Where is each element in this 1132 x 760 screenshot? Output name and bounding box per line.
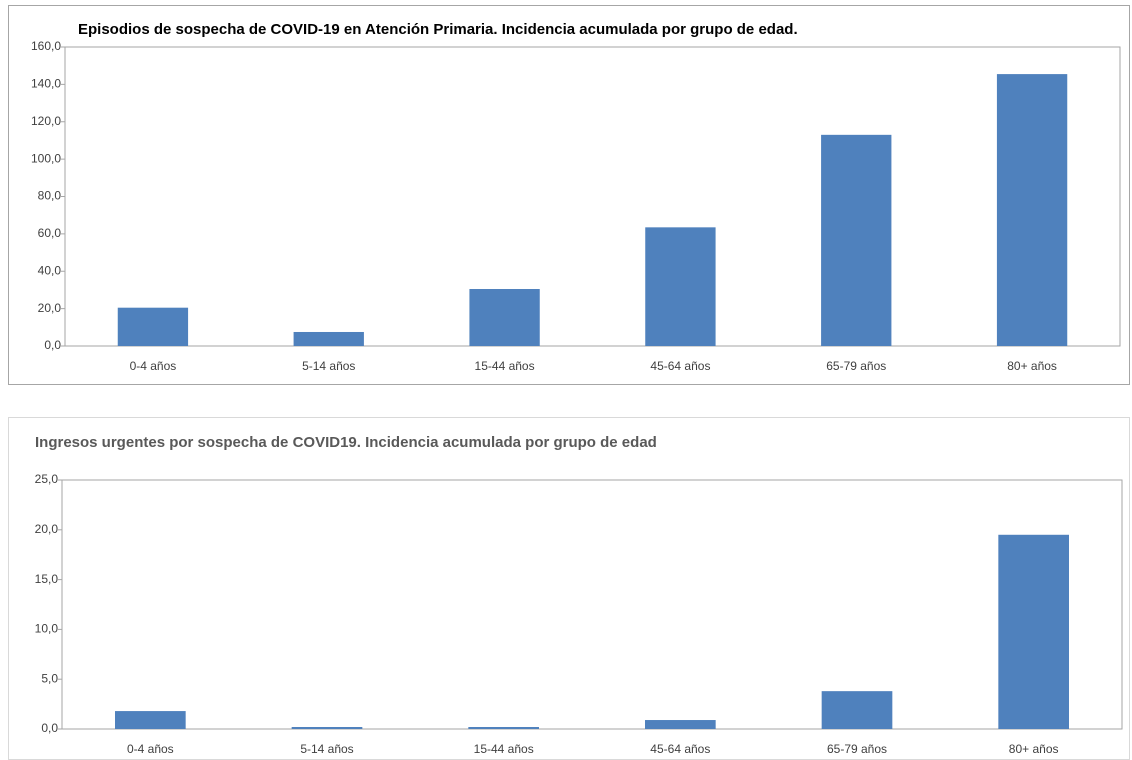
y-tick-label: 160,0 [31, 39, 61, 53]
bar [645, 227, 716, 346]
bar [291, 727, 363, 729]
x-tick-label: 65-79 años [826, 359, 886, 373]
y-tick-label: 60,0 [38, 226, 62, 240]
chart-title: Episodios de sospecha de COVID-19 en Ate… [78, 21, 798, 38]
bar [645, 720, 716, 729]
bar [469, 289, 540, 346]
x-tick-label: 5-14 años [300, 742, 353, 756]
y-tick-label: 120,0 [31, 114, 61, 128]
bar [821, 134, 892, 346]
x-tick-label: 65-79 años [827, 742, 887, 756]
plot-area [61, 479, 1123, 730]
y-tick-label: 0,0 [41, 721, 58, 735]
y-tick-label: 80,0 [38, 189, 62, 203]
y-tick-label: 20,0 [38, 301, 62, 315]
x-tick-label: 45-64 años [650, 359, 710, 373]
x-tick-label: 80+ años [1009, 742, 1059, 756]
y-tick-label: 40,0 [38, 263, 62, 277]
plot-area [64, 46, 1121, 347]
y-tick-label: 140,0 [31, 77, 61, 91]
chart-frame [8, 417, 1130, 760]
y-tick-label: 0,0 [44, 338, 61, 352]
x-tick-label: 15-44 años [474, 742, 534, 756]
bar [468, 727, 539, 729]
y-tick-label: 20,0 [35, 522, 59, 536]
bar [821, 691, 893, 729]
y-tick-label: 10,0 [35, 622, 59, 636]
bar [998, 534, 1069, 729]
x-tick-label: 80+ años [1007, 359, 1057, 373]
y-tick-label: 25,0 [35, 472, 59, 486]
bar [115, 711, 186, 729]
x-tick-label: 0-4 años [127, 742, 174, 756]
x-tick-label: 5-14 años [302, 359, 355, 373]
chart-frame [8, 5, 1130, 385]
y-tick-label: 15,0 [35, 572, 59, 586]
x-tick-label: 0-4 años [130, 359, 177, 373]
bar [293, 331, 364, 346]
x-tick-label: 15-44 años [475, 359, 535, 373]
bar [117, 307, 189, 346]
y-tick-label: 5,0 [41, 671, 58, 685]
y-tick-label: 100,0 [31, 151, 61, 165]
bar [996, 74, 1068, 347]
x-tick-label: 45-64 años [650, 742, 710, 756]
chart-title: Ingresos urgentes por sospecha de COVID1… [35, 434, 657, 451]
